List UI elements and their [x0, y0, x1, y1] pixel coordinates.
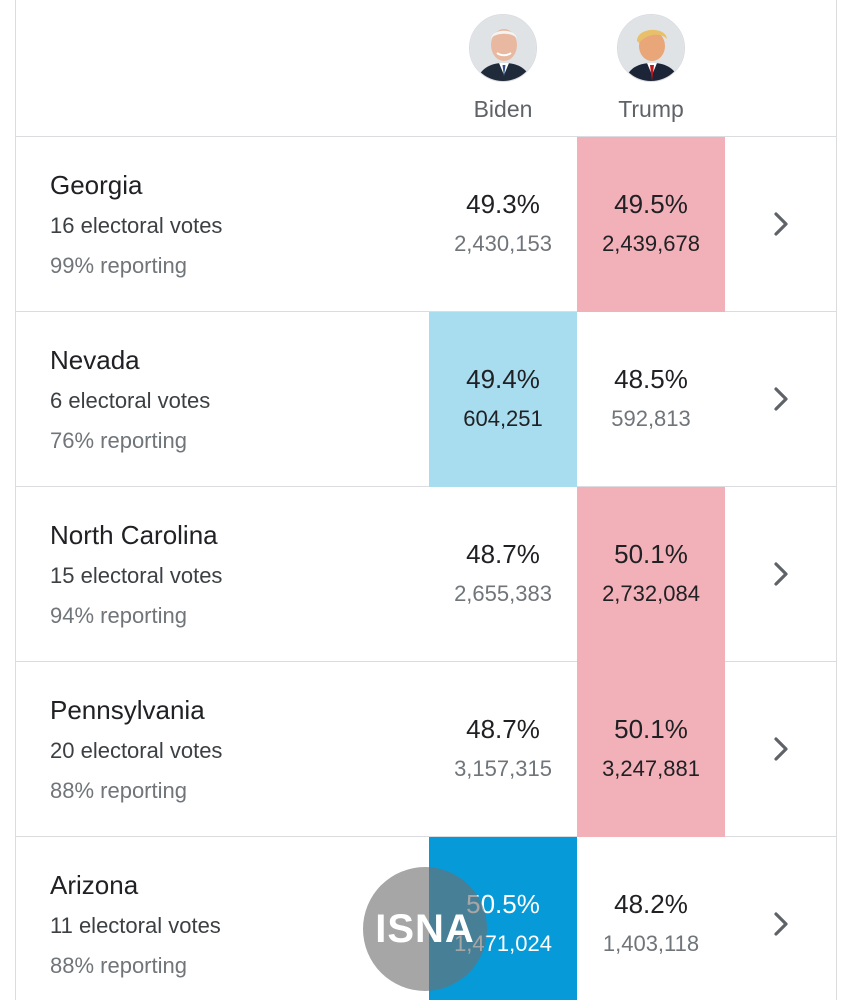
candidate-biden: Biden: [429, 0, 577, 137]
state-row-nevada[interactable]: Nevada 6 electoral votes 76% reporting 4…: [16, 312, 836, 487]
chevron-right-icon[interactable]: [768, 559, 794, 589]
electoral-votes: 16 electoral votes: [50, 213, 223, 238]
trump-result-cell: 48.2% 1,403,118: [577, 837, 725, 1000]
trump-percentage: 50.1%: [614, 539, 688, 569]
trump-result-cell: 50.1% 3,247,881: [577, 662, 725, 837]
biden-avatar: [469, 14, 537, 82]
biden-vote-count: 3,157,315: [454, 756, 552, 781]
trump-result-cell: 48.5% 592,813: [577, 312, 725, 487]
state-row-pennsylvania[interactable]: Pennsylvania 20 electoral votes 88% repo…: [16, 662, 836, 837]
electoral-votes: 6 electoral votes: [50, 388, 211, 413]
watermark-text: ISNA: [375, 907, 475, 951]
biden-percentage: 49.3%: [466, 189, 540, 219]
biden-result-cell: 49.4% 604,251: [429, 312, 577, 487]
biden-percentage: 48.7%: [466, 714, 540, 744]
candidate-name-trump: Trump: [618, 96, 684, 122]
electoral-votes: 11 electoral votes: [50, 913, 221, 938]
trump-portrait-icon: [618, 15, 684, 81]
biden-vote-count: 2,430,153: [454, 231, 552, 256]
state-name: Nevada: [50, 345, 140, 375]
biden-result-cell: 49.3% 2,430,153: [429, 137, 577, 312]
state-name: North Carolina: [50, 520, 218, 550]
biden-percentage: 49.4%: [466, 364, 540, 394]
state-row-georgia[interactable]: Georgia 16 electoral votes 99% reporting…: [16, 137, 836, 312]
trump-vote-count: 592,813: [611, 406, 691, 431]
election-results-card: Biden Trump Georgia 16 electoral votes 9…: [15, 0, 837, 1000]
biden-vote-count: 604,251: [463, 406, 543, 431]
electoral-votes: 20 electoral votes: [50, 738, 223, 763]
electoral-votes: 15 electoral votes: [50, 563, 223, 588]
isna-watermark: ISNA: [363, 867, 487, 991]
chevron-right-icon[interactable]: [768, 384, 794, 414]
state-row-north-carolina[interactable]: North Carolina 15 electoral votes 94% re…: [16, 487, 836, 662]
trump-vote-count: 3,247,881: [602, 756, 700, 781]
reporting-status: 88% reporting: [50, 778, 187, 803]
biden-vote-count: 2,655,383: [454, 581, 552, 606]
trump-vote-count: 2,732,084: [602, 581, 700, 606]
state-name: Arizona: [50, 870, 139, 900]
reporting-status: 88% reporting: [50, 953, 187, 978]
chevron-right-icon[interactable]: [768, 209, 794, 239]
state-name: Pennsylvania: [50, 695, 205, 725]
reporting-status: 99% reporting: [50, 253, 187, 278]
state-name: Georgia: [50, 170, 143, 200]
trump-result-cell: 49.5% 2,439,678: [577, 137, 725, 312]
candidates-header: Biden Trump: [16, 0, 836, 137]
chevron-right-icon[interactable]: [768, 909, 794, 939]
biden-result-cell: 48.7% 3,157,315: [429, 662, 577, 837]
reporting-status: 76% reporting: [50, 428, 187, 453]
candidate-name-biden: Biden: [473, 96, 533, 122]
trump-avatar: [617, 14, 685, 82]
trump-percentage: 48.2%: [614, 889, 688, 919]
biden-percentage: 48.7%: [466, 539, 540, 569]
biden-result-cell: 48.7% 2,655,383: [429, 487, 577, 662]
chevron-right-icon[interactable]: [768, 734, 794, 764]
trump-vote-count: 1,403,118: [602, 931, 700, 956]
trump-result-cell: 50.1% 2,732,084: [577, 487, 725, 662]
trump-percentage: 49.5%: [614, 189, 688, 219]
reporting-status: 94% reporting: [50, 603, 187, 628]
trump-vote-count: 2,439,678: [602, 231, 700, 256]
trump-percentage: 48.5%: [614, 364, 688, 394]
trump-percentage: 50.1%: [614, 714, 688, 744]
biden-portrait-icon: [470, 15, 536, 81]
candidate-trump: Trump: [577, 0, 725, 137]
